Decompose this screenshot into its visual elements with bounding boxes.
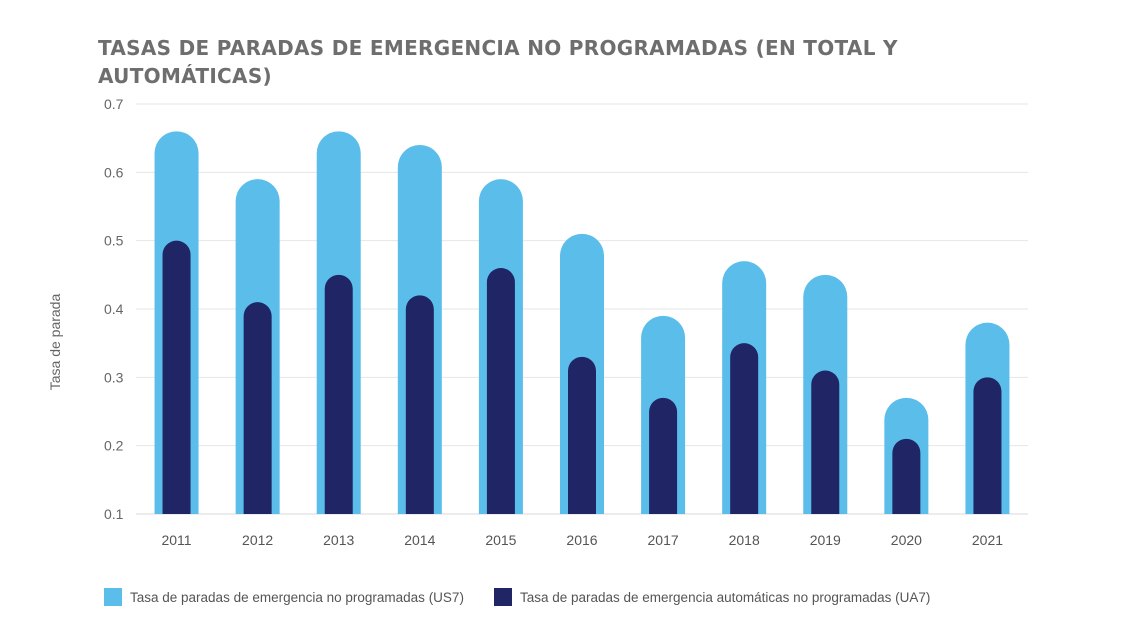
y-tick-label: 0.7 (104, 96, 124, 112)
x-tick-label: 2015 (485, 532, 516, 548)
legend: Tasa de paradas de emergencia no program… (104, 588, 960, 606)
y-axis-ticks: 0.1 0.2 0.3 0.4 0.5 0.6 0.7 (104, 96, 124, 522)
x-tick-label: 2019 (810, 532, 841, 548)
x-tick-label: 2016 (566, 532, 597, 548)
y-tick-label: 0.1 (104, 506, 124, 522)
chart-title: TASAS DE PARADAS DE EMERGENCIA NO PROGRA… (98, 36, 898, 88)
bar-ua7 (730, 343, 759, 514)
x-tick-label: 2011 (161, 532, 191, 548)
y-tick-label: 0.2 (104, 438, 124, 454)
x-axis-ticks: 2011 2012 2013 2014 2015 2016 2017 2018 2019 2020… (161, 532, 1003, 548)
legend-label-us7: Tasa de paradas de emergencia no program… (130, 589, 464, 605)
legend-swatch-us7 (104, 588, 122, 606)
bar-ua7 (162, 240, 191, 514)
bar-ua7 (568, 356, 596, 514)
bar-ua7 (973, 377, 1002, 514)
x-tick-label: 2013 (323, 532, 354, 548)
x-tick-label: 2020 (891, 532, 922, 548)
y-tick-label: 0.4 (104, 301, 124, 317)
x-tick-label: 2017 (648, 532, 679, 548)
bar-ua7 (324, 274, 353, 514)
bar-ua7 (486, 268, 515, 514)
bar-ua7 (892, 438, 921, 514)
bar-ua7 (405, 295, 434, 514)
y-axis-label: Tasa de parada (47, 294, 63, 391)
bar-ua7 (811, 370, 840, 514)
x-tick-label: 2014 (404, 532, 435, 548)
legend-item-us7: Tasa de paradas de emergencia no program… (104, 588, 464, 606)
bars (154, 131, 1010, 515)
bar-ua7 (243, 302, 272, 514)
x-tick-label: 2018 (729, 532, 760, 548)
y-tick-label: 0.5 (104, 233, 124, 249)
legend-swatch-ua7 (493, 588, 512, 606)
y-tick-label: 0.3 (104, 369, 124, 385)
legend-item-ua7: Tasa de paradas de emergencia automática… (493, 588, 931, 606)
x-tick-label: 2012 (242, 532, 273, 548)
bar-ua7 (649, 397, 678, 514)
legend-label-ua7: Tasa de paradas de emergencia automática… (519, 589, 931, 605)
x-tick-label: 2021 (972, 532, 1003, 548)
y-tick-label: 0.6 (104, 164, 124, 180)
